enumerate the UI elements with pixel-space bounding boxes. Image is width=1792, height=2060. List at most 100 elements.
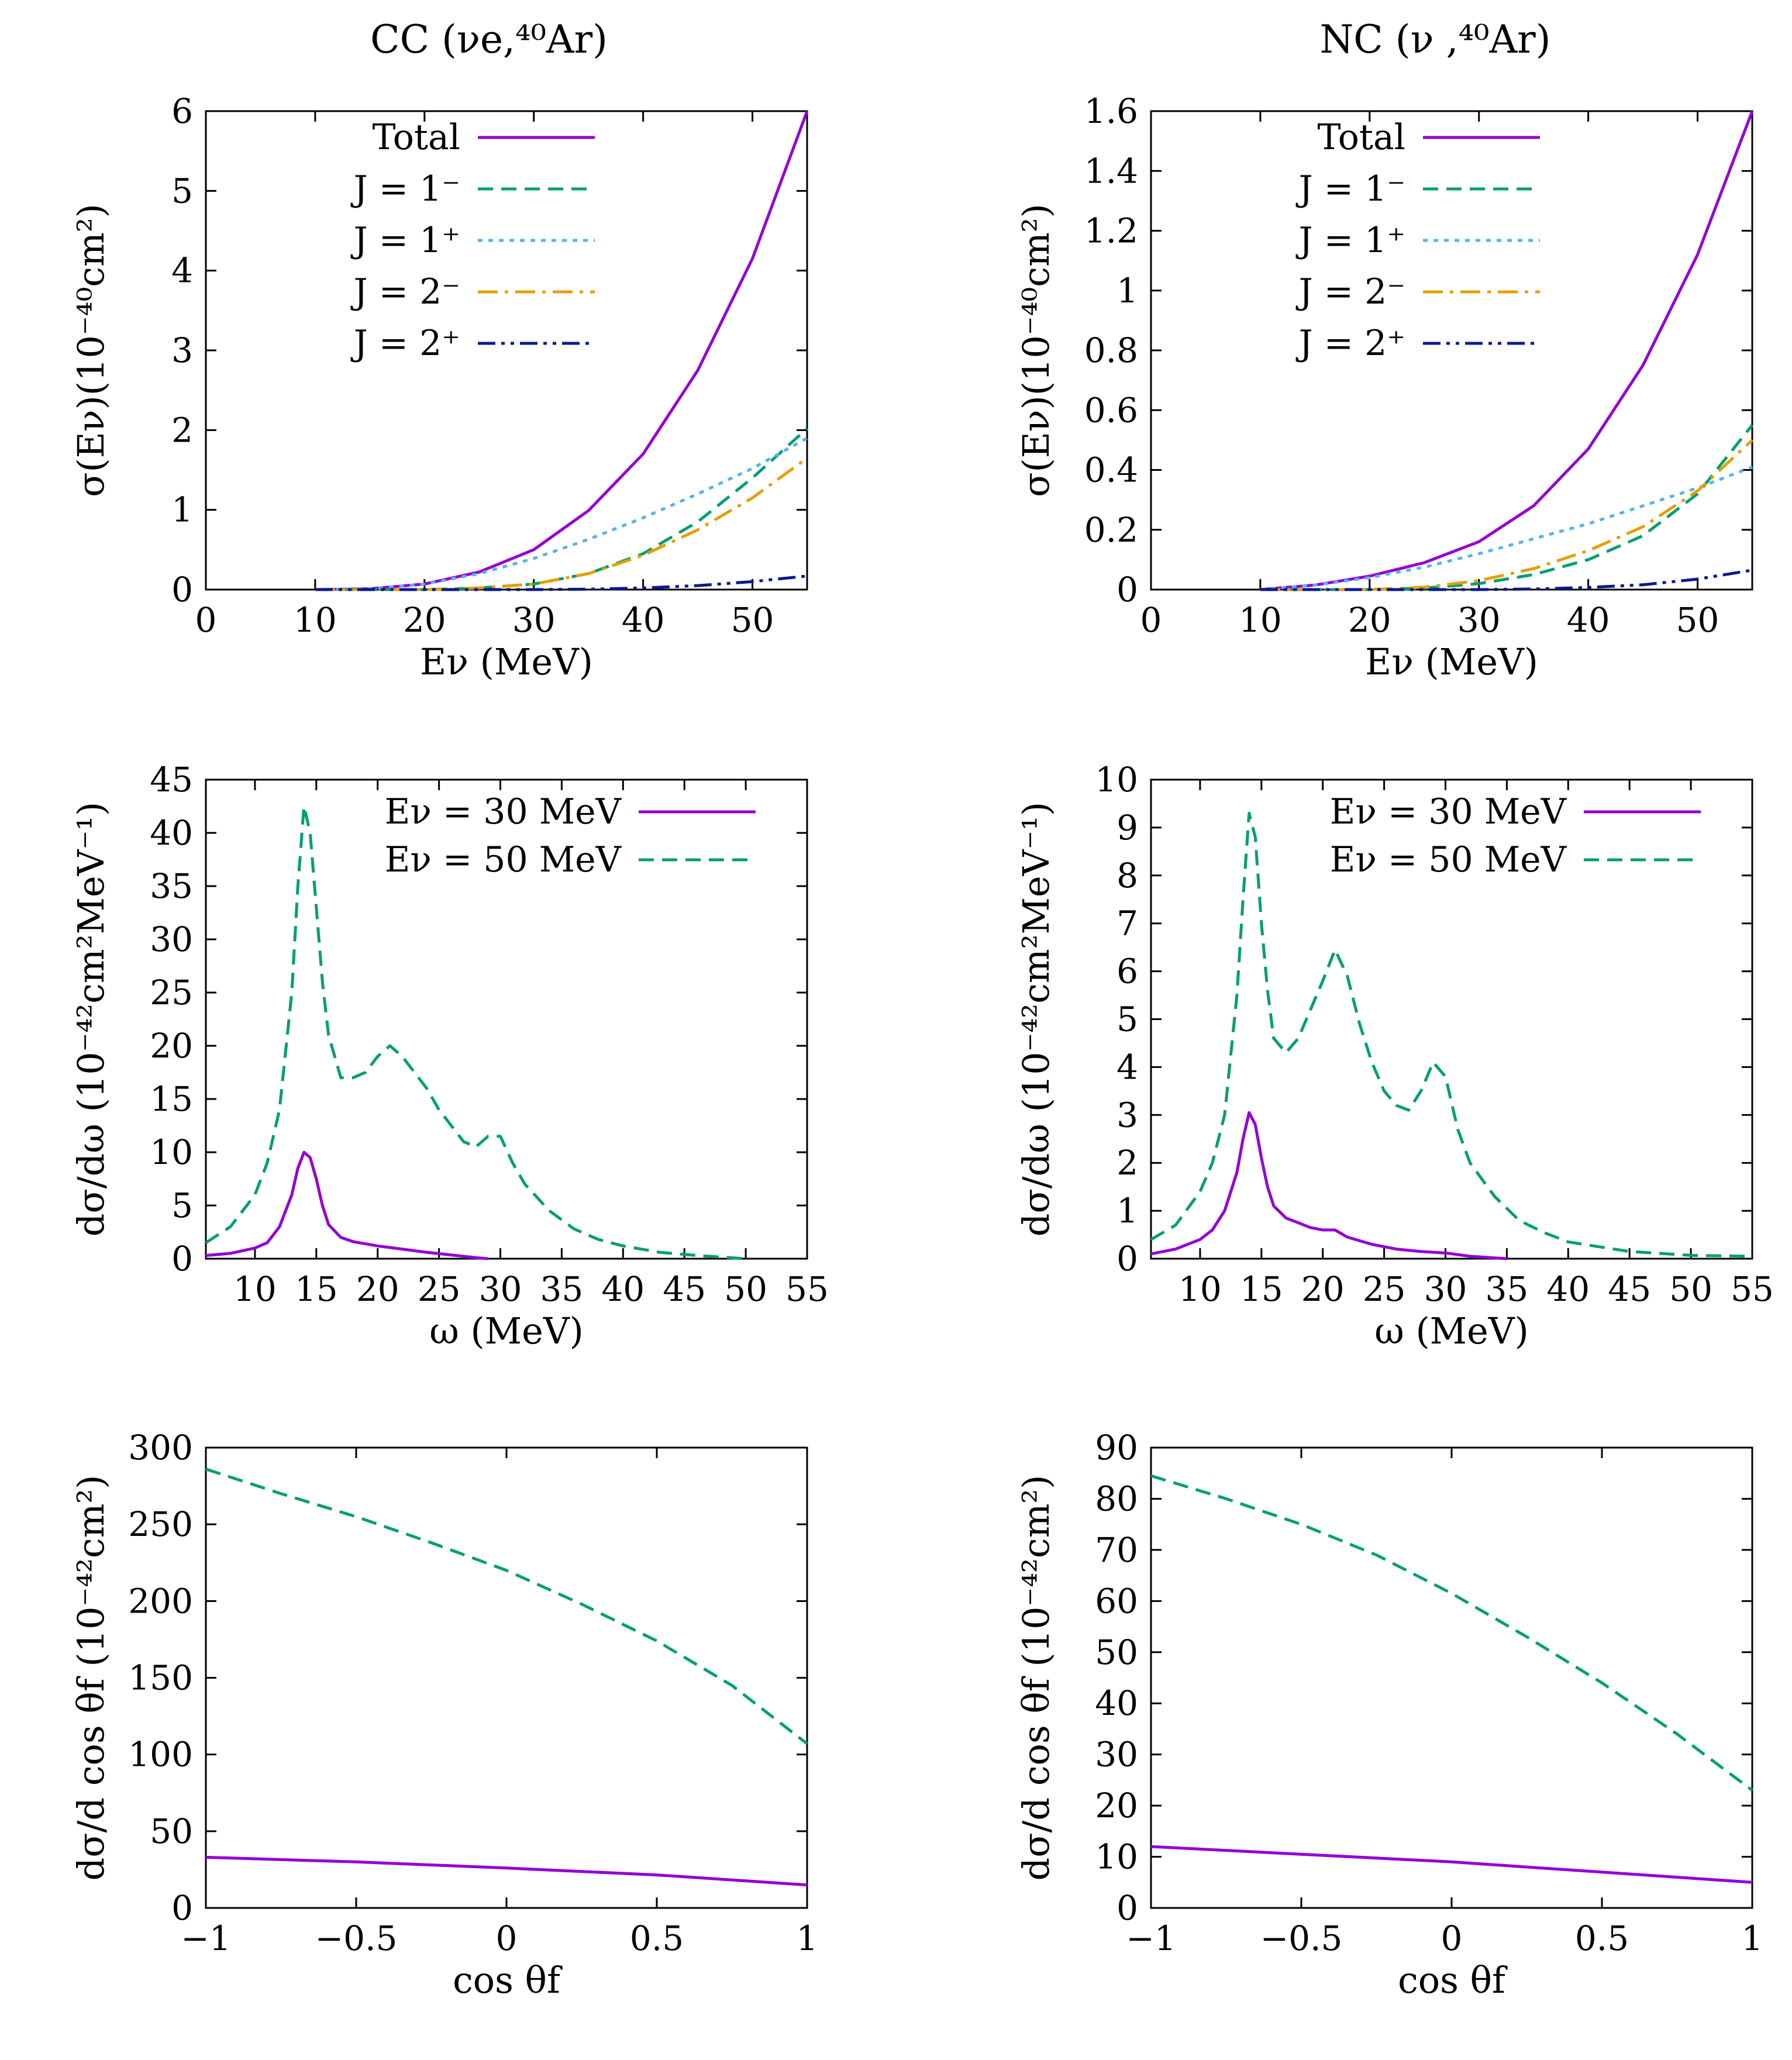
legend-label: Eν = 30 MeV — [385, 791, 622, 832]
series-line-e30 — [205, 1150, 488, 1260]
x-tick-label: 1 — [1742, 1918, 1763, 1958]
series-line-total — [1260, 111, 1754, 591]
x-tick-label: 30 — [479, 1269, 522, 1309]
series-line-j2m — [315, 457, 808, 591]
y-tick-label: 0.8 — [1084, 330, 1138, 370]
y-tick-label: 6 — [171, 91, 193, 131]
plot-frame — [205, 1446, 808, 1909]
x-tick-label: 30 — [1424, 1269, 1467, 1309]
series-line-e30 — [1150, 1845, 1753, 1884]
y-tick-label: 80 — [1095, 1479, 1138, 1518]
chart-cc-dcos: −1 −0.5 0 0.5 1 0 50 100 150 200 250 300 cos θf dσ/d … — [70, 1428, 818, 2002]
y-tick-label: 7 — [1116, 904, 1138, 943]
x-tick-label: −0.5 — [1260, 1918, 1343, 1958]
x-tick-label: 10 — [1239, 600, 1282, 640]
plot-frame — [1150, 1446, 1753, 1909]
y-tick-label: 60 — [1095, 1581, 1138, 1621]
x-tick-label: 40 — [1567, 600, 1610, 640]
y-tick-label: 5 — [171, 171, 193, 211]
plot-frame — [205, 778, 808, 1260]
y-tick-label: 35 — [150, 866, 193, 906]
legend-label: J = 2⁺ — [350, 323, 460, 364]
y-tick-label: 45 — [150, 760, 193, 800]
legend-label: Eν = 50 MeV — [385, 839, 622, 880]
y-tick-label: 2 — [171, 410, 193, 450]
x-tick-label: 10 — [233, 1269, 277, 1309]
x-tick-label: 40 — [1546, 1269, 1590, 1309]
y-tick-label: 8 — [1116, 856, 1138, 895]
y-axis-label: dσ/d cos θf (10⁻⁴²cm²) — [70, 1475, 112, 1881]
x-tick-label: 50 — [1669, 1269, 1712, 1309]
y-tick-label: 150 — [128, 1658, 193, 1698]
x-tick-label: 45 — [1608, 1269, 1651, 1309]
x-tick-label: 30 — [1457, 600, 1501, 640]
x-tick-label: 35 — [540, 1269, 584, 1309]
legend-label: Total — [1317, 117, 1405, 158]
y-tick-label: 10 — [150, 1132, 193, 1172]
y-tick-label: 9 — [1116, 808, 1138, 848]
series-line-j1m — [1260, 424, 1753, 591]
y-tick-label: 5 — [1116, 1000, 1138, 1039]
series-line-j2m — [1260, 439, 1753, 591]
x-tick-label: 20 — [1301, 1269, 1345, 1309]
x-tick-label: 0.5 — [1575, 1918, 1629, 1958]
y-tick-label: 20 — [1095, 1786, 1138, 1825]
legend-label: Eν = 50 MeV — [1330, 839, 1567, 880]
y-tick-label: 10 — [1095, 1837, 1138, 1877]
x-axis-label: Eν (MeV) — [1365, 640, 1538, 683]
series-line-total — [315, 111, 809, 591]
chart-cc-total: 0 10 20 30 40 50 0 1 2 3 4 5 6 Eν (MeV) σ(Eν)(10⁻⁴⁰cm²… — [70, 91, 809, 683]
y-axis-label: σ(Eν)(10⁻⁴⁰cm²) — [70, 204, 112, 497]
x-tick-label: −1 — [1126, 1918, 1176, 1958]
y-tick-label: 4 — [1116, 1047, 1138, 1087]
series-line-e50 — [205, 805, 746, 1260]
y-tick-label: 1.2 — [1084, 211, 1138, 251]
series-line-e50 — [1150, 1474, 1753, 1792]
x-tick-label: 10 — [1178, 1269, 1222, 1309]
x-tick-label: 0 — [195, 600, 217, 640]
x-tick-label: 40 — [622, 600, 665, 640]
y-tick-label: 1.6 — [1084, 91, 1138, 131]
y-tick-label: 300 — [128, 1428, 193, 1468]
y-axis-label: dσ/d cos θf (10⁻⁴²cm²) — [1015, 1475, 1057, 1881]
series-line-j2p — [1260, 569, 1753, 591]
legend-label: J = 2⁻ — [1295, 271, 1405, 312]
y-tick-label: 100 — [128, 1735, 193, 1775]
series-line-j1p — [1260, 466, 1753, 591]
y-tick-label: 30 — [1095, 1735, 1138, 1775]
y-tick-label: 3 — [171, 330, 193, 370]
y-tick-label: 90 — [1095, 1428, 1138, 1468]
y-tick-label: 0.2 — [1084, 510, 1138, 550]
x-axis-label: cos θf — [453, 1959, 563, 2002]
series-line-e50 — [1150, 811, 1753, 1258]
x-axis-label: cos θf — [1398, 1959, 1508, 2002]
x-tick-label: 25 — [1363, 1269, 1406, 1309]
y-tick-label: 1 — [1116, 271, 1138, 311]
y-tick-label: 20 — [150, 1026, 193, 1066]
chart-cc-domega: 10 15 20 25 30 35 40 45 50 55 0 5 10 15 20 25 30 35 40 45 ω … — [70, 760, 829, 1352]
x-tick-label: −1 — [181, 1918, 231, 1958]
x-axis-label: ω (MeV) — [1374, 1310, 1529, 1352]
y-tick-label: 70 — [1095, 1530, 1138, 1570]
y-tick-label: 0 — [171, 1888, 193, 1928]
nc-column-title: NC (ν ,⁴⁰Ar) — [1320, 17, 1551, 62]
legend-label: J = 1⁺ — [350, 220, 460, 261]
y-tick-label: 50 — [150, 1811, 193, 1851]
series-line-e50 — [205, 1468, 808, 1745]
legend-label: J = 1⁻ — [1295, 168, 1405, 209]
x-tick-label: 50 — [731, 600, 774, 640]
y-tick-label: 0 — [171, 1239, 193, 1279]
series-line-j1p — [315, 436, 808, 591]
x-tick-label: 55 — [1731, 1269, 1774, 1309]
x-tick-label: 50 — [1676, 600, 1719, 640]
cc-column-title: CC (νe,⁴⁰Ar) — [370, 17, 608, 62]
x-tick-label: 20 — [356, 1269, 399, 1309]
legend-label: J = 1⁻ — [350, 168, 460, 209]
y-tick-label: 0 — [1116, 570, 1138, 609]
series-line-e30 — [205, 1855, 808, 1887]
y-axis-label: dσ/dω (10⁻⁴²cm²MeV⁻¹) — [70, 802, 112, 1236]
x-tick-label: −0.5 — [315, 1918, 398, 1958]
plot-frame — [1150, 110, 1753, 591]
